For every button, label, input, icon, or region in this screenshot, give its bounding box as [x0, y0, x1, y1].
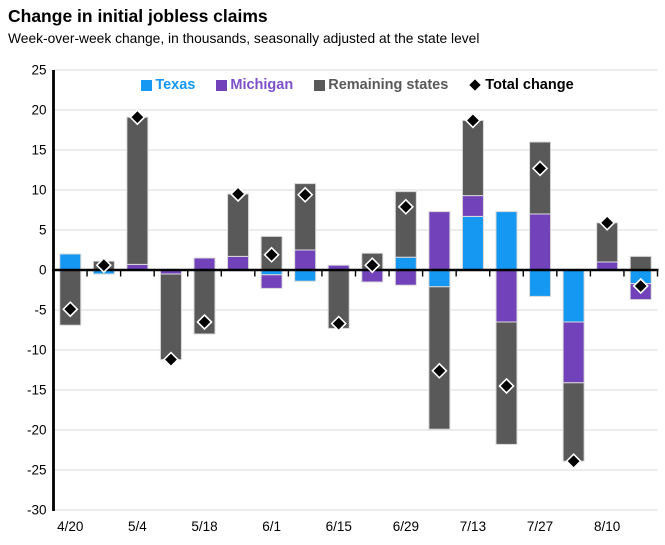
total-change-marker: [129, 109, 146, 126]
total-change-marker: [397, 198, 414, 215]
texas-legend-square-icon: [141, 79, 153, 91]
y-tick-label: 0: [39, 263, 47, 278]
bar-segment-michigan: [562, 321, 585, 384]
bar-segment-texas: [394, 256, 417, 271]
x-tick-label: 6/15: [326, 519, 352, 534]
bar-segment-remaining: [629, 255, 652, 271]
total-change-marker: [62, 301, 79, 318]
total-change-marker: [599, 214, 616, 231]
bar-segment-michigan: [260, 274, 283, 289]
bar-segment-michigan: [193, 257, 216, 271]
bar-segment-michigan: [461, 195, 484, 217]
total-change-marker: [297, 186, 314, 203]
bar-segment-michigan: [227, 255, 250, 271]
total-change-marker: [565, 453, 582, 470]
legend-label-remaining: Remaining states: [328, 77, 449, 93]
y-tick-label: -10: [27, 343, 47, 358]
total-change-marker: [95, 257, 112, 274]
bar-segment-remaining: [461, 119, 484, 197]
total-change-marker: [531, 160, 549, 177]
y-tick-label: -30: [27, 503, 47, 518]
x-tick-label: 7/27: [527, 519, 553, 534]
x-tick-label: 8/10: [594, 519, 620, 534]
bar-segment-texas: [529, 269, 552, 297]
y-tick-label: -25: [27, 463, 47, 478]
legend-item-total: Total change: [469, 77, 574, 93]
bar-segment-texas: [461, 215, 484, 271]
legend-item-remaining: Remaining states: [314, 77, 448, 93]
bar-segment-remaining: [227, 193, 250, 257]
bar-segment-michigan: [495, 269, 518, 323]
total-legend-diamond-icon: [469, 79, 481, 91]
legend-label-michigan: Michigan: [230, 77, 294, 93]
bar-segment-texas: [495, 211, 518, 271]
legend: Texas Michigan Remaining states Total chang…: [60, 77, 655, 93]
y-tick-label: 20: [31, 103, 46, 118]
bar-segment-remaining: [529, 141, 552, 215]
bar-segment-texas: [562, 269, 585, 323]
y-tick-label: 15: [31, 143, 46, 158]
michigan-legend-square-icon: [216, 79, 228, 91]
legend-item-texas: Texas: [141, 77, 195, 93]
x-tick-label: 6/29: [393, 519, 419, 534]
x-tick-label: 7/13: [460, 519, 486, 534]
bar-segment-texas: [428, 269, 451, 288]
total-change-marker: [263, 246, 280, 263]
total-change-marker: [364, 257, 381, 274]
x-tick-label: 5/4: [128, 519, 147, 534]
bar-segment-remaining: [428, 286, 451, 430]
bar-segment-michigan: [294, 249, 317, 271]
y-tick-label: 10: [31, 183, 46, 198]
y-tick-label: -20: [27, 423, 47, 438]
x-tick-label: 4/20: [57, 519, 83, 534]
y-tick-label: -5: [34, 303, 46, 318]
total-change-marker: [330, 315, 347, 332]
bar-segment-texas: [59, 253, 82, 271]
bar-segment-michigan: [394, 269, 417, 286]
y-tick-label: -15: [27, 383, 47, 398]
x-tick-label: 5/18: [191, 519, 217, 534]
legend-label-total: Total change: [485, 77, 574, 93]
total-change-marker: [431, 362, 448, 379]
x-tick-label: 6/1: [262, 519, 281, 534]
bar-segment-michigan: [428, 211, 451, 271]
bar-segment-texas: [294, 269, 317, 282]
chart-subtitle: Week-over-week change, in thousands, sea…: [8, 31, 480, 46]
total-change-marker: [498, 377, 515, 395]
bar-segment-remaining: [562, 382, 585, 462]
total-change-marker: [464, 112, 482, 129]
y-tick-label: 25: [31, 63, 46, 78]
total-change-marker: [632, 277, 649, 295]
total-change-marker: [196, 313, 213, 331]
chart-title: Change in initial jobless claims: [8, 6, 268, 26]
bar-segment-remaining: [159, 273, 182, 361]
total-change-marker: [162, 351, 180, 368]
bar-segment-remaining: [126, 116, 149, 265]
bar-segment-michigan: [529, 213, 552, 271]
y-tick-label: 5: [39, 223, 47, 238]
legend-label-texas: Texas: [155, 77, 196, 93]
bar-segment-remaining: [294, 183, 317, 251]
remaining-legend-square-icon: [314, 79, 326, 91]
legend-item-michigan: Michigan: [216, 77, 293, 93]
total-change-marker: [229, 185, 247, 203]
